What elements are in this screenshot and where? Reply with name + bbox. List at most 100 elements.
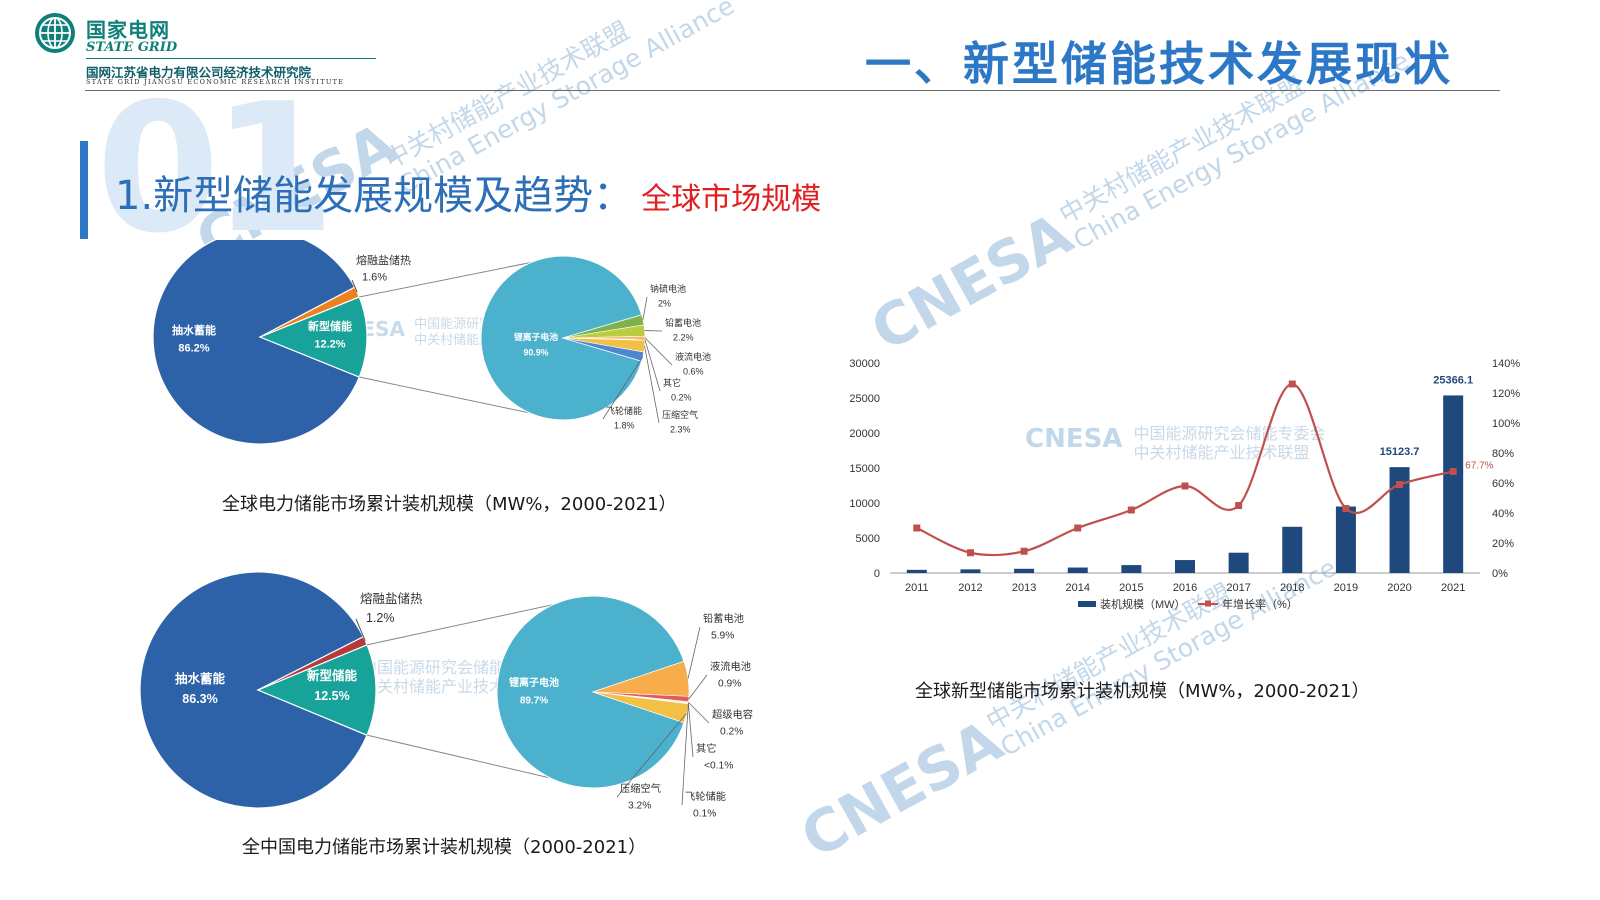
y2-tick-label: 100%	[1492, 418, 1520, 430]
leader-sub-6	[616, 713, 687, 798]
leader-sub-5	[644, 346, 660, 424]
bar-2016	[1175, 560, 1195, 573]
combo-chart-caption: 全球新型储能市场累计装机规模（MW%，2000-2021）	[915, 681, 1370, 702]
x-tick-label: 2020	[1387, 582, 1411, 594]
label-new-storage: 新型储能	[307, 668, 358, 683]
label-pumped: 抽水蓄能	[175, 671, 226, 686]
bar-2018	[1282, 526, 1303, 573]
bar-2019	[1335, 506, 1356, 573]
section-number: 01	[96, 65, 336, 272]
value-lithium: 90.9%	[524, 347, 549, 357]
y2-tick-label: 60%	[1492, 478, 1514, 490]
watermark-3: CNESA	[860, 200, 1083, 365]
growth-rate-point-2015	[1127, 506, 1135, 514]
label-sub-4: 其它	[696, 742, 717, 755]
x-tick-label: 2015	[1119, 582, 1143, 594]
growth-rate-point-2017	[1235, 502, 1243, 509]
value-new-storage: 12.5%	[314, 689, 349, 703]
label-sub-1: 铅蓄电池	[703, 612, 744, 625]
y-tick-label: 20000	[849, 428, 880, 440]
section-accent-bar	[80, 141, 88, 239]
legend-line-label: 年增长率（%）	[1222, 597, 1298, 611]
bar-2017	[1228, 552, 1249, 573]
growth-rate-point-2012	[966, 549, 974, 557]
bar-value-label: 15123.7	[1380, 446, 1420, 458]
label-sub-3: 液流电池	[675, 351, 711, 362]
label-sub-6: 压缩空气	[620, 782, 661, 795]
growth-rate-point-2014	[1074, 524, 1082, 532]
slice-e68abde6b0b4e89384e883bd	[139, 571, 368, 809]
institute-name-en: STATE GRID JIANGSU ECONOMIC RESEARCH INS…	[86, 78, 345, 86]
institute-name-cn: 国网江苏省电力有限公司经济技术研究院	[86, 65, 312, 80]
section-heading: 1.新型储能发展规模及趋势： 全球市场规模	[115, 163, 821, 221]
value-sub-3: 0.6%	[683, 366, 704, 376]
growth-rate-point-2020	[1396, 481, 1404, 488]
global-pie-caption: 全球电力储能市场累计装机规模（MW%，2000-2021）	[222, 494, 677, 515]
label-sub-5: 飞轮储能	[685, 790, 726, 803]
growth-rate-line	[916, 382, 1454, 557]
global-storage-pie-svg: 抽水蓄能 86.2% 新型储能 12.2% 熔融盐储热 1.6% 锂离子电池 90.9% 钠硫电…	[152, 229, 711, 445]
y2-tick-label: 40%	[1492, 508, 1514, 520]
x-tick-label: 2013	[1012, 582, 1036, 594]
label-pumped: 抽水蓄能	[172, 323, 216, 337]
x-tick-label: 2019	[1334, 582, 1358, 594]
growth-rate-point-2021	[1449, 467, 1457, 475]
watermark-5: CNESA	[790, 707, 1013, 872]
growth-rate-point-2019	[1342, 505, 1350, 512]
x-tick-label: 2016	[1173, 582, 1197, 594]
global-storage-pie-chart: 抽水蓄能 86.2% 新型储能 12.2% 熔融盐储热 1.6% 锂离子电池 90.9% 钠硫电…	[140, 229, 740, 460]
value-sub-2: 0.9%	[718, 678, 741, 689]
bar-2013	[1014, 568, 1035, 573]
y-tick-label: 15000	[849, 463, 880, 475]
state-grid-emblem-icon	[35, 13, 75, 53]
label-sub-3: 超级电容	[712, 708, 753, 721]
y-tick-label: 5000	[856, 533, 880, 545]
watermark-alliance-cn: 中关村储能产业技术联盟	[379, 15, 635, 175]
value-sub-6: 3.2%	[628, 800, 651, 811]
value-sub-5: 2.3%	[670, 424, 691, 434]
legend-bar-swatch	[1078, 601, 1096, 607]
combo-chart-svg: 0 5000 10000 15000 20000 25000 30000 0% 20% 40% 60…	[849, 358, 1520, 611]
leader-sub-3	[688, 702, 710, 724]
leader-sub-1	[642, 296, 648, 320]
bar-2012	[960, 569, 981, 573]
china-pie-caption: 全中国电力储能市场累计装机规模（2000-2021）	[242, 837, 647, 858]
x-tick-label: 2021	[1441, 582, 1465, 594]
y2-tick-label: 80%	[1492, 448, 1514, 460]
label-sub-2: 液流电池	[710, 660, 751, 673]
bar-2015	[1121, 565, 1142, 573]
slice-e696b0e59e8be582a8e883bd	[258, 296, 368, 378]
label-sub-4: 其它	[663, 377, 681, 388]
line-value-label: 67.7%	[1465, 460, 1493, 471]
x-tick-label: 2011	[905, 582, 929, 594]
y-tick-label: 30000	[849, 358, 880, 370]
value-pumped: 86.3%	[182, 692, 217, 706]
label-sub-5: 压缩空气	[662, 409, 698, 420]
bar-value-label: 25366.1	[1433, 374, 1473, 386]
value-lithium: 89.7%	[520, 696, 548, 707]
label-molten: 熔融盐储热	[356, 253, 411, 267]
china-storage-pie-svg: 抽水蓄能 86.3% 新型储能 12.5% 熔融盐储热 1.2% 锂离子电池 89.7% 铅蓄电…	[139, 571, 753, 819]
y-tick-label: 0	[874, 568, 880, 580]
x-tick-label: 2012	[958, 582, 982, 594]
label-new-storage: 新型储能	[308, 319, 352, 333]
y2-tick-label: 120%	[1492, 388, 1520, 400]
title-divider	[85, 90, 1500, 91]
value-sub-4: <0.1%	[704, 760, 733, 771]
value-sub-5: 0.1%	[693, 808, 716, 819]
slice-lithium	[496, 595, 685, 789]
y2-tick-label: 140%	[1492, 358, 1520, 370]
page-title: 一、新型储能技术发展现状	[865, 37, 1453, 91]
label-sub-6: 飞轮储能	[606, 405, 642, 416]
growth-rate-point-2016	[1181, 482, 1189, 490]
value-molten: 1.2%	[366, 611, 395, 625]
logo-text-en: STATE GRID	[86, 40, 178, 55]
legend-bar-label: 装机规模（MW）	[1100, 597, 1186, 611]
label-molten: 熔融盐储热	[360, 591, 423, 606]
x-tick-label: 2017	[1226, 582, 1250, 594]
value-sub-3: 0.2%	[720, 726, 743, 737]
x-tick-label: 2018	[1280, 582, 1304, 594]
growth-rate-point-2018	[1288, 380, 1296, 388]
value-pumped: 86.2%	[178, 343, 209, 355]
value-sub-2: 2.2%	[673, 332, 694, 342]
